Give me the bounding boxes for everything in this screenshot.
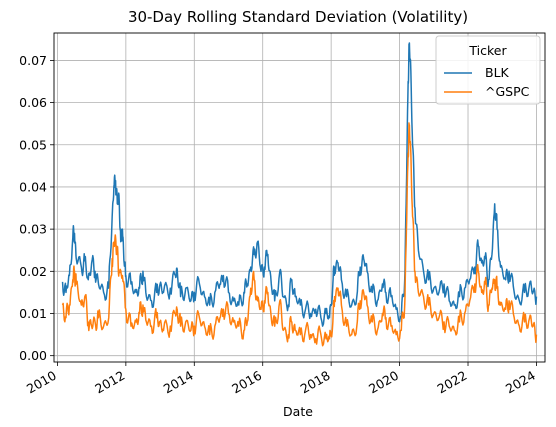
y-tick-label: 0.04 [19, 179, 47, 194]
y-tick-label: 0.03 [19, 222, 47, 237]
y-tick-label: 0.06 [19, 95, 47, 110]
y-tick-label: 0.02 [19, 264, 47, 279]
series-line-1 [61, 122, 538, 347]
series-line-0 [61, 42, 538, 327]
y-tick-label: 0.07 [19, 53, 47, 68]
x-axis-label: Date [283, 404, 313, 419]
plot-frame [53, 32, 546, 363]
y-tick-label: 0.05 [19, 137, 47, 152]
legend-title: Ticker [468, 43, 507, 58]
legend: Ticker BLK ^GSPC [435, 35, 541, 105]
legend-box [435, 35, 541, 105]
legend-label-gspc: ^GSPC [485, 84, 530, 99]
y-tick-label: 0.01 [19, 306, 47, 321]
legend-label-blk: BLK [485, 65, 510, 80]
y-tick-label: 0.00 [19, 348, 47, 363]
y-axis-ticks: 0.00 0.01 0.02 0.03 0.04 0.05 0.06 0.07 [19, 53, 54, 363]
series-lines [61, 42, 538, 347]
chart-title: 30-Day Rolling Standard Deviation (Volat… [128, 8, 468, 26]
